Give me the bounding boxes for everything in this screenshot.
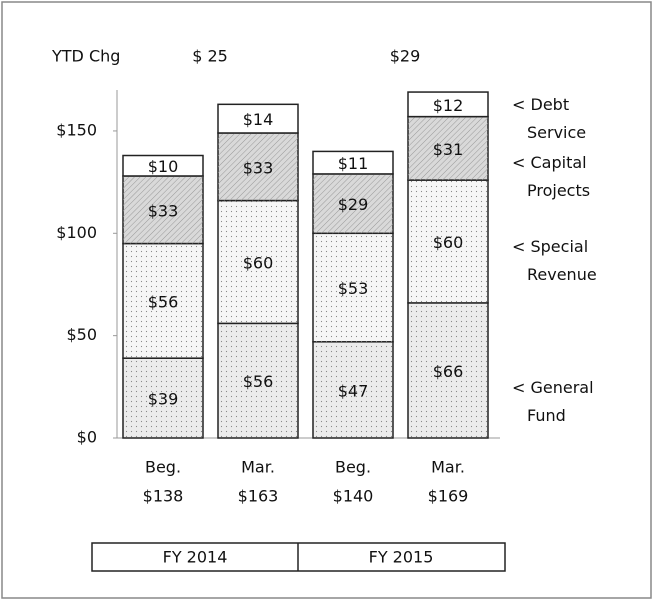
- data-label: $53: [338, 279, 369, 298]
- data-label: $56: [243, 372, 274, 391]
- bar-segment: [407, 91, 489, 118]
- legend-line: Projects: [527, 181, 590, 200]
- total-label: $169: [428, 487, 469, 506]
- data-label: $60: [243, 253, 274, 272]
- data-label: $47: [338, 381, 369, 400]
- legend-label: < General Fund: [512, 378, 594, 425]
- data-label: $12: [433, 96, 464, 115]
- bar-segment: [312, 150, 394, 175]
- total-label: $138: [143, 487, 184, 506]
- data-label: $29: [338, 195, 369, 214]
- legend-line: Service: [527, 123, 586, 142]
- data-label: $39: [148, 390, 179, 409]
- legend-line: < Debt: [512, 95, 569, 114]
- legend-label: < Capital Projects: [512, 153, 590, 200]
- legend-line: < Special: [512, 237, 588, 256]
- data-label: $31: [433, 140, 464, 159]
- y-tick-label: $150: [56, 120, 97, 139]
- bar-segment: [217, 103, 299, 134]
- x-tick-label: Mar.: [241, 458, 275, 477]
- x-tick-label: Mar.: [431, 458, 465, 477]
- annotation-value: $29: [390, 47, 421, 66]
- data-label: $14: [243, 110, 274, 129]
- y-tick-label: $100: [56, 223, 97, 242]
- total-label: $140: [333, 487, 374, 506]
- legend-line: Fund: [527, 406, 566, 425]
- annotation-value: $ 25: [192, 47, 228, 66]
- legend-line: Revenue: [527, 265, 597, 284]
- data-label: $33: [243, 158, 274, 177]
- x-tick-label: Beg.: [145, 458, 181, 477]
- x-tick-label: Beg.: [335, 458, 371, 477]
- legend-label: < Special Revenue: [512, 237, 597, 284]
- data-label: $60: [433, 233, 464, 252]
- data-label: $66: [433, 362, 464, 381]
- data-label: $10: [148, 157, 179, 176]
- y-tick-label: $50: [66, 325, 97, 344]
- data-label: $56: [148, 292, 179, 311]
- annotation-label: YTD Chg: [51, 47, 120, 66]
- data-label: $33: [148, 201, 179, 220]
- data-label: $11: [338, 154, 369, 173]
- total-label: $163: [238, 487, 279, 506]
- group-label: FY 2014: [163, 548, 228, 567]
- group-label: FY 2015: [369, 548, 434, 567]
- y-tick-label: $0: [77, 428, 97, 447]
- bar-segment: [122, 154, 204, 177]
- legend-label: < Debt Service: [512, 95, 586, 142]
- legend-line: < Capital: [512, 153, 587, 172]
- legend-line: < General: [512, 378, 594, 397]
